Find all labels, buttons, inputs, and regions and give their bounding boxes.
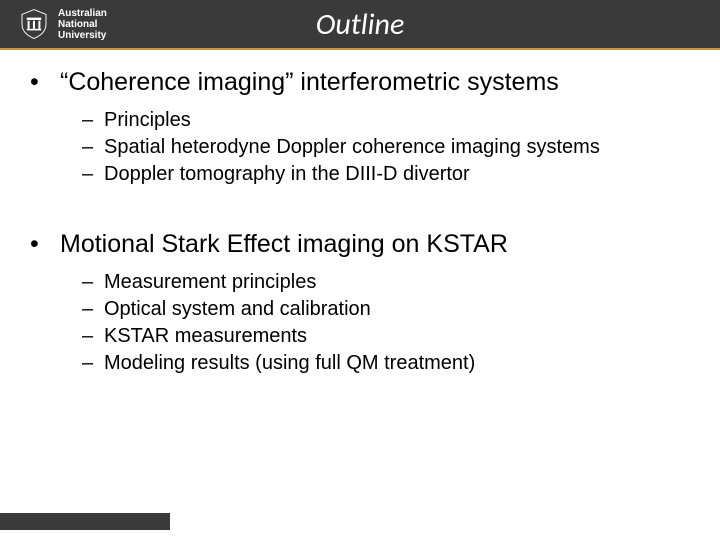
bullet-icon: • bbox=[30, 68, 60, 97]
list-item: – Doppler tomography in the DIII-D diver… bbox=[82, 161, 690, 188]
dash-icon: – bbox=[82, 350, 104, 377]
item-text: Measurement principles bbox=[104, 269, 316, 296]
dash-icon: – bbox=[82, 323, 104, 350]
list-item: – Measurement principles bbox=[82, 269, 690, 296]
sub-list: – Principles – Spatial heterodyne Dopple… bbox=[30, 107, 690, 188]
slide-content: • “Coherence imaging” interferometric sy… bbox=[0, 50, 720, 377]
item-text: Principles bbox=[104, 107, 191, 134]
section-title: “Coherence imaging” interferometric syst… bbox=[60, 68, 559, 97]
university-logo: Australian National University bbox=[0, 8, 107, 41]
list-item: – Modeling results (using full QM treatm… bbox=[82, 350, 690, 377]
list-item: – Spatial heterodyne Doppler coherence i… bbox=[82, 134, 690, 161]
dash-icon: – bbox=[82, 269, 104, 296]
item-text: Spatial heterodyne Doppler coherence ima… bbox=[104, 134, 600, 161]
university-name: Australian National University bbox=[58, 8, 107, 41]
dash-icon: – bbox=[82, 161, 104, 188]
dash-icon: – bbox=[82, 107, 104, 134]
dash-icon: – bbox=[82, 296, 104, 323]
footer-accent-bar bbox=[0, 513, 170, 530]
uni-line3: University bbox=[58, 30, 107, 41]
sub-list: – Measurement principles – Optical syste… bbox=[30, 269, 690, 377]
list-item: – Principles bbox=[82, 107, 690, 134]
anu-crest-icon bbox=[18, 8, 50, 40]
list-item: – Optical system and calibration bbox=[82, 296, 690, 323]
item-text: Doppler tomography in the DIII-D diverto… bbox=[104, 161, 470, 188]
header-bar: Australian National University Outline bbox=[0, 0, 720, 50]
section-heading: • Motional Stark Effect imaging on KSTAR bbox=[30, 230, 690, 259]
section-heading: • “Coherence imaging” interferometric sy… bbox=[30, 68, 690, 97]
bullet-icon: • bbox=[30, 230, 60, 259]
uni-line2: National bbox=[58, 19, 107, 30]
slide-title: Outline bbox=[316, 6, 405, 43]
dash-icon: – bbox=[82, 134, 104, 161]
item-text: KSTAR measurements bbox=[104, 323, 307, 350]
uni-line1: Australian bbox=[58, 8, 107, 19]
section-title: Motional Stark Effect imaging on KSTAR bbox=[60, 230, 508, 259]
item-text: Optical system and calibration bbox=[104, 296, 371, 323]
item-text: Modeling results (using full QM treatmen… bbox=[104, 350, 475, 377]
list-item: – KSTAR measurements bbox=[82, 323, 690, 350]
